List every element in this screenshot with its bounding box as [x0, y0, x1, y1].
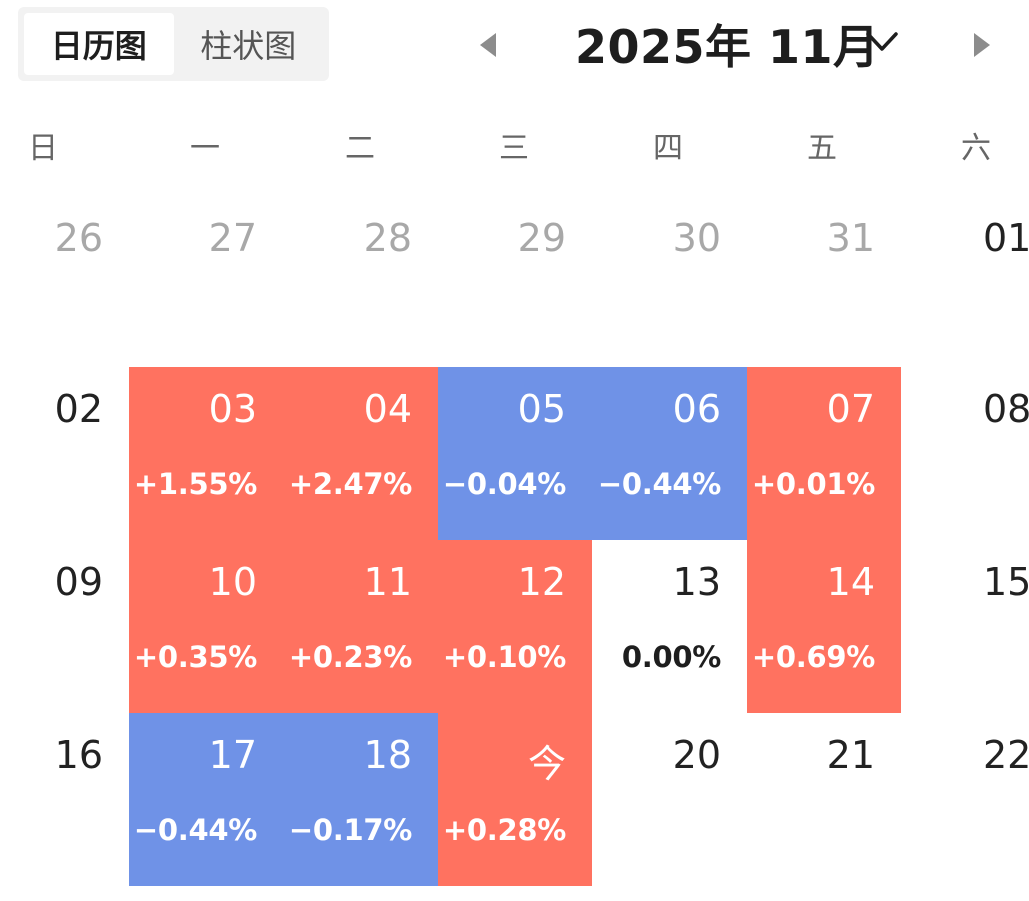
- day-number: 11: [363, 560, 412, 604]
- calendar-day-cell: 02: [0, 367, 129, 540]
- day-number: 31: [826, 216, 875, 260]
- calendar-day-cell[interactable]: 今 +0.28%: [438, 713, 592, 886]
- triangle-left-icon: [480, 33, 496, 57]
- day-number: 17: [208, 733, 257, 777]
- day-change-percent: −0.44%: [597, 467, 721, 501]
- weekday-header: 日 一 二 三 四 五 六: [0, 120, 1029, 170]
- day-number: 今: [527, 742, 566, 786]
- day-number: 16: [54, 733, 103, 777]
- calendar-day-cell[interactable]: 12 +0.10%: [438, 540, 592, 713]
- weekday-sat: 六: [961, 131, 991, 166]
- day-number: 07: [826, 387, 875, 431]
- day-number: 14: [826, 560, 875, 604]
- day-number: 20: [672, 733, 721, 777]
- calendar-day-cell: 21: [747, 713, 901, 886]
- view-toggle: 日历图 柱状图: [18, 7, 329, 81]
- month-title[interactable]: 2025年 11月: [575, 20, 880, 74]
- day-change-percent: +0.35%: [133, 640, 257, 674]
- next-month-button[interactable]: [962, 25, 1002, 65]
- day-number: 13: [672, 560, 721, 604]
- day-number: 21: [826, 733, 875, 777]
- calendar-day-cell: 22: [901, 713, 1029, 886]
- prev-month-button[interactable]: [468, 25, 508, 65]
- tab-bar-chart-view[interactable]: 柱状图: [200, 27, 297, 65]
- day-number: 03: [208, 387, 257, 431]
- calendar-day-cell[interactable]: 04 +2.47%: [283, 367, 438, 540]
- chevron-down-icon[interactable]: [864, 24, 900, 60]
- calendar-day-cell: 27: [129, 196, 283, 369]
- day-change-percent: +0.10%: [442, 640, 566, 674]
- tab-calendar-view[interactable]: 日历图: [24, 13, 174, 75]
- day-number: 28: [363, 216, 412, 260]
- calendar-day-cell: 08: [901, 367, 1029, 540]
- day-number: 08: [983, 387, 1029, 431]
- calendar-day-cell: 16: [0, 713, 129, 886]
- day-number: 05: [517, 387, 566, 431]
- day-number: 04: [363, 387, 412, 431]
- day-change-percent: −0.04%: [442, 467, 566, 501]
- day-change-percent: +0.01%: [751, 467, 875, 501]
- calendar-day-cell: 09: [0, 540, 129, 713]
- calendar-day-cell[interactable]: 06 −0.44%: [592, 367, 747, 540]
- day-number: 09: [54, 560, 103, 604]
- calendar-day-cell: 31: [747, 196, 901, 369]
- calendar-day-cell: 01: [901, 196, 1029, 369]
- day-change-percent: +0.28%: [442, 813, 566, 847]
- day-number: 26: [54, 216, 103, 260]
- calendar-day-cell[interactable]: 07 +0.01%: [747, 367, 901, 540]
- calendar-day-cell: 15: [901, 540, 1029, 713]
- weekday-mon: 一: [190, 131, 220, 166]
- day-number: 30: [672, 216, 721, 260]
- calendar-day-cell[interactable]: 14 +0.69%: [747, 540, 901, 713]
- calendar-day-cell[interactable]: 11 +0.23%: [283, 540, 438, 713]
- day-change-percent: 0.00%: [621, 640, 721, 674]
- calendar-day-cell: 28: [283, 196, 438, 369]
- calendar-day-cell: 29: [438, 196, 592, 369]
- weekday-wed: 三: [499, 131, 529, 166]
- day-change-percent: −0.44%: [133, 813, 257, 847]
- calendar-day-cell[interactable]: 10 +0.35%: [129, 540, 283, 713]
- day-number: 22: [983, 733, 1029, 777]
- weekday-fri: 五: [807, 131, 837, 166]
- calendar-day-cell: 20: [592, 713, 747, 886]
- weekday-sun: 日: [28, 131, 58, 166]
- day-change-percent: +2.47%: [288, 467, 412, 501]
- day-number: 06: [672, 387, 721, 431]
- weekday-tue: 二: [345, 131, 375, 166]
- calendar-day-cell[interactable]: 17 −0.44%: [129, 713, 283, 886]
- calendar-day-cell: 26: [0, 196, 129, 369]
- day-change-percent: −0.17%: [288, 813, 412, 847]
- calendar-day-cell[interactable]: 13 0.00%: [592, 540, 747, 713]
- triangle-right-icon: [974, 33, 990, 57]
- day-number: 12: [517, 560, 566, 604]
- calendar-day-cell[interactable]: 03 +1.55%: [129, 367, 283, 540]
- calendar-day-cell[interactable]: 18 −0.17%: [283, 713, 438, 886]
- day-number: 10: [208, 560, 257, 604]
- day-change-percent: +0.69%: [751, 640, 875, 674]
- day-change-percent: +1.55%: [133, 467, 257, 501]
- day-number: 29: [517, 216, 566, 260]
- day-number: 15: [983, 560, 1029, 604]
- weekday-thu: 四: [653, 131, 683, 166]
- calendar-day-cell[interactable]: 05 −0.04%: [438, 367, 592, 540]
- day-change-percent: +0.23%: [288, 640, 412, 674]
- day-number: 02: [54, 387, 103, 431]
- day-number: 27: [208, 216, 257, 260]
- day-number: 18: [363, 733, 412, 777]
- calendar-grid: 26 27 28 29 30 31 01 02 03 +1.55% 04 +2.47% 05 −0.04%…: [0, 196, 1029, 901]
- calendar-day-cell: 30: [592, 196, 747, 369]
- day-number: 01: [983, 216, 1029, 260]
